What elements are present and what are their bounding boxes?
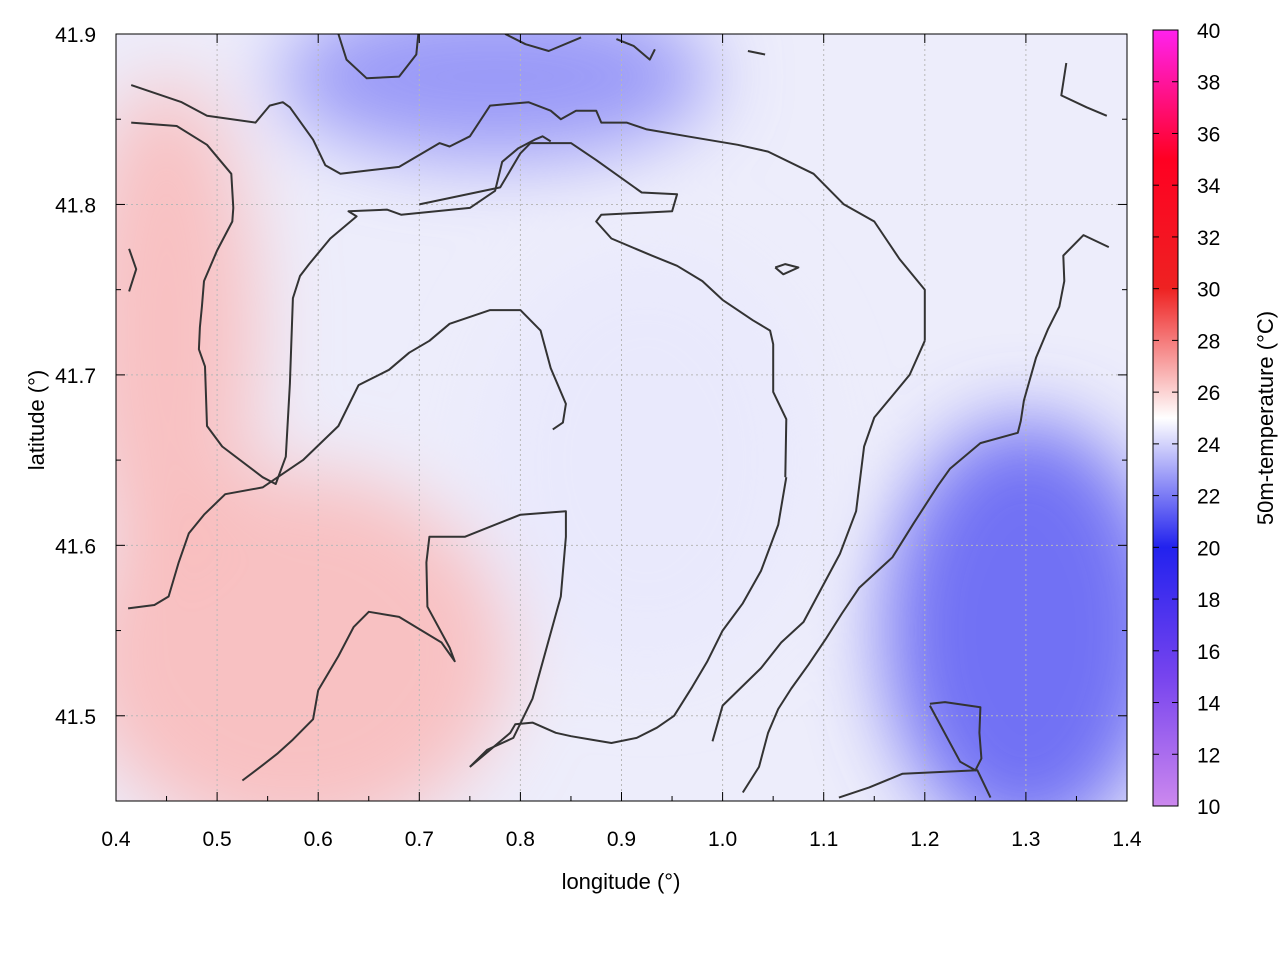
field-region-north — [278, 34, 712, 160]
x-tick-label: 0.5 — [202, 828, 231, 851]
colorbar-ticks: 10 12 14 16 18 20 22 24 26 28 30 32 34 36 38 40 — [1153, 20, 1221, 819]
colorbar-label: 50m-temperature (°C) — [1253, 311, 1278, 525]
contour-inner-east — [469, 477, 788, 768]
contour-pocket-south-east — [929, 701, 983, 772]
x-tick-label: 1.2 — [910, 828, 939, 851]
contour-inner-loop — [127, 309, 567, 610]
colorbar-tick-label: 12 — [1197, 744, 1220, 767]
contour-south-east — [741, 234, 1110, 794]
contour-small-west — [128, 248, 138, 292]
colorbar-tick-label: 10 — [1197, 796, 1220, 819]
contour-inner-west — [317, 510, 567, 768]
field-region-south-west — [116, 471, 510, 801]
contour-small-east — [774, 263, 800, 276]
colorbar-tick-label: 26 — [1197, 382, 1220, 405]
plot-area — [116, 34, 1127, 801]
y-tick-label: 41.9 — [55, 24, 96, 47]
y-axis: 41.5 41.6 41.7 41.8 41.9 — [55, 24, 1127, 802]
y-tick-label: 41.8 — [55, 194, 96, 217]
temperature-field — [116, 34, 1127, 801]
x-tick-label: 0.7 — [405, 828, 434, 851]
x-tick-label: 0.6 — [304, 828, 333, 851]
field-region-west — [116, 79, 258, 586]
x-axis-label: longitude (°) — [562, 869, 681, 894]
x-tick-label: 1.3 — [1011, 828, 1040, 851]
colorbar-tick-label: 36 — [1197, 123, 1220, 146]
colorbar-tick-label: 14 — [1197, 693, 1221, 716]
x-axis: 0.4 0.5 0.6 0.7 0.8 0.9 1.0 1.1 1.2 1.3 1.4 — [101, 34, 1142, 851]
contour-north-edge-c — [616, 38, 656, 61]
y-axis-label: latitude (°) — [24, 370, 49, 471]
colorbar-tick-label: 30 — [1197, 279, 1220, 302]
contour-inner-north — [419, 142, 788, 478]
contour-lines — [127, 34, 1110, 799]
colorbar-tick-label: 32 — [1197, 227, 1220, 250]
contour-west-lobe — [131, 121, 552, 485]
x-tick-label: 0.9 — [607, 828, 636, 851]
contour-north-edge-e — [1060, 62, 1108, 117]
colorbar-tick-label: 20 — [1197, 537, 1220, 560]
contour-north-rim — [130, 84, 926, 341]
x-tick-label: 1.4 — [1112, 828, 1142, 851]
field-region-centre — [480, 249, 814, 671]
contour-north-edge-d — [747, 50, 766, 56]
colorbar: 10 12 14 16 18 20 22 24 26 28 30 32 34 36 38 40 50m-tem… — [1152, 20, 1278, 819]
x-tick-label: 1.0 — [708, 828, 737, 851]
grid-lines — [116, 34, 1127, 801]
colorbar-tick-label: 38 — [1197, 72, 1220, 95]
field-region-east — [884, 420, 1127, 801]
colorbar-tick-label: 18 — [1197, 589, 1220, 612]
contour-north-edge-b — [504, 34, 582, 52]
colorbar-tick-label: 40 — [1197, 20, 1220, 43]
y-tick-label: 41.5 — [55, 706, 96, 729]
colorbar-tick-label: 34 — [1197, 175, 1221, 198]
contour-south-east-b — [838, 769, 992, 799]
colorbar-gradient — [1152, 29, 1179, 807]
colorbar-tick-label: 16 — [1197, 641, 1220, 664]
colorbar-tick-label: 28 — [1197, 330, 1220, 353]
y-tick-label: 41.6 — [55, 535, 96, 558]
contour-inner-west-b — [241, 690, 320, 782]
x-tick-label: 0.4 — [101, 828, 131, 851]
y-tick-label: 41.7 — [55, 365, 96, 388]
contour-north-rim-south — [711, 340, 926, 742]
contour-north-edge-a — [337, 34, 420, 80]
colorbar-tick-label: 24 — [1197, 434, 1221, 457]
x-tick-label: 0.8 — [506, 828, 535, 851]
colorbar-tick-label: 22 — [1197, 486, 1220, 509]
x-tick-label: 1.1 — [809, 828, 838, 851]
